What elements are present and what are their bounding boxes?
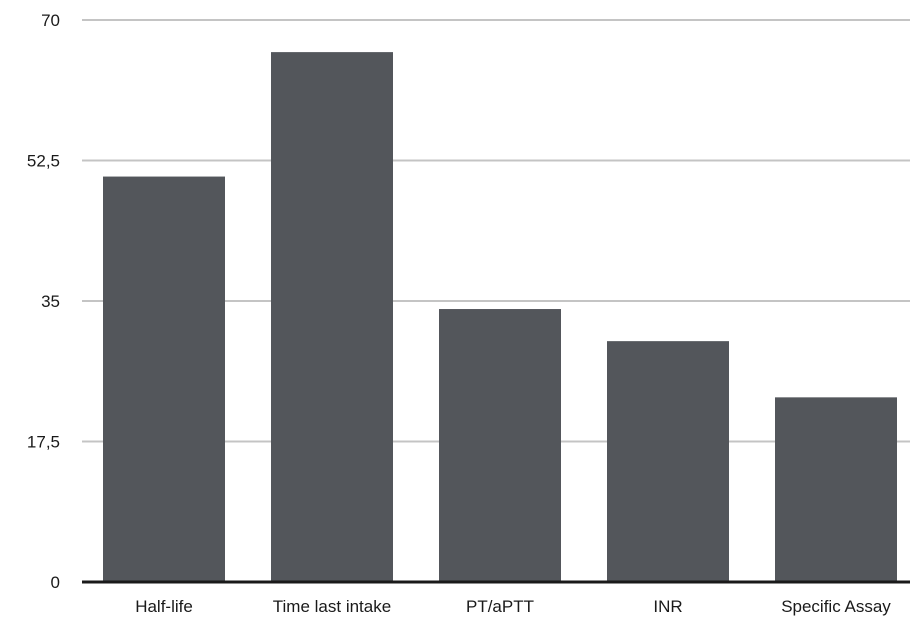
y-tick-label: 35 xyxy=(41,292,60,311)
x-category-label: Time last intake xyxy=(273,597,391,616)
bar xyxy=(607,341,729,582)
x-category-label: INR xyxy=(653,597,682,616)
bars xyxy=(103,52,897,583)
y-axis-ticks: 0 17,5 35 52,5 70 xyxy=(27,11,60,592)
bar xyxy=(103,176,225,583)
y-tick-label: 70 xyxy=(41,11,60,30)
bar xyxy=(439,309,561,582)
x-category-label: Specific Assay xyxy=(781,597,891,616)
bar xyxy=(271,52,393,583)
bar xyxy=(775,397,897,582)
y-tick-label: 17,5 xyxy=(27,433,60,452)
x-axis-labels: Half-life Time last intake PT/aPTT INR Speci… xyxy=(135,597,891,616)
x-category-label: PT/aPTT xyxy=(466,597,534,616)
x-category-label: Half-life xyxy=(135,597,193,616)
y-tick-label: 52,5 xyxy=(27,152,60,171)
y-tick-label: 0 xyxy=(51,573,60,592)
